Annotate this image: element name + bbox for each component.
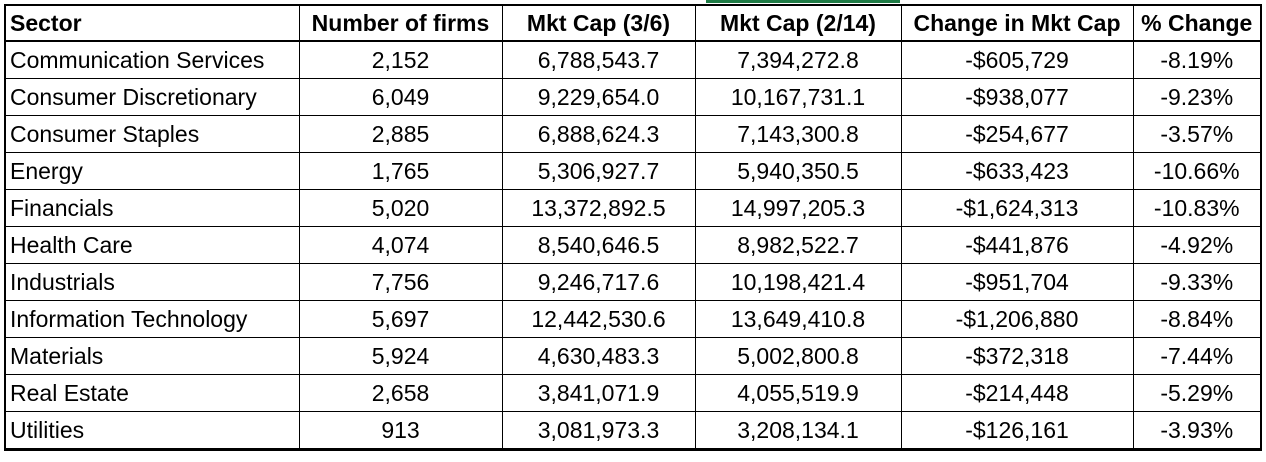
cell-sector[interactable]: Health Care	[4, 226, 300, 264]
cell-sector[interactable]: Information Technology	[4, 300, 300, 338]
cell-change-in-mkt-cap[interactable]: -$633,423	[900, 152, 1134, 190]
cell-mkt-cap-2-14[interactable]: 7,143,300.8	[694, 115, 902, 153]
table-body: Communication Services 2,152 6,788,543.7 7,…	[4, 40, 1262, 451]
header-change-in-mkt-cap[interactable]: Change in Mkt Cap	[900, 4, 1134, 42]
table-row: Health Care 4,074 8,540,646.5 8,982,522.7 -$…	[4, 226, 1262, 264]
cell-sector[interactable]: Consumer Discretionary	[4, 78, 300, 116]
cell-change-in-mkt-cap[interactable]: -$605,729	[900, 40, 1134, 79]
cell-mkt-cap-3-6[interactable]: 9,229,654.0	[501, 78, 696, 116]
cell-mkt-cap-2-14[interactable]: 13,649,410.8	[694, 300, 902, 338]
cell-mkt-cap-3-6[interactable]: 3,841,071.9	[501, 374, 696, 412]
cell-mkt-cap-3-6[interactable]: 9,246,717.6	[501, 263, 696, 301]
cell-mkt-cap-3-6[interactable]: 6,888,624.3	[501, 115, 696, 153]
table-row: Consumer Discretionary 6,049 9,229,654.0 10…	[4, 78, 1262, 116]
cell-number-of-firms[interactable]: 913	[298, 411, 503, 451]
cell-number-of-firms[interactable]: 5,020	[298, 189, 503, 227]
header-number-of-firms[interactable]: Number of firms	[298, 4, 503, 42]
cell-change-in-mkt-cap[interactable]: -$938,077	[900, 78, 1134, 116]
cell-percent-change[interactable]: -3.57%	[1132, 115, 1262, 153]
cell-mkt-cap-2-14[interactable]: 10,198,421.4	[694, 263, 902, 301]
cell-mkt-cap-2-14[interactable]: 5,002,800.8	[694, 337, 902, 375]
cell-change-in-mkt-cap[interactable]: -$951,704	[900, 263, 1134, 301]
cell-change-in-mkt-cap[interactable]: -$372,318	[900, 337, 1134, 375]
cell-number-of-firms[interactable]: 5,697	[298, 300, 503, 338]
cell-number-of-firms[interactable]: 1,765	[298, 152, 503, 190]
cell-mkt-cap-3-6[interactable]: 6,788,543.7	[501, 40, 696, 79]
cell-mkt-cap-2-14[interactable]: 10,167,731.1	[694, 78, 902, 116]
cell-number-of-firms[interactable]: 2,658	[298, 374, 503, 412]
cell-change-in-mkt-cap[interactable]: -$1,624,313	[900, 189, 1134, 227]
header-mkt-cap-3-6[interactable]: Mkt Cap (3/6)	[501, 4, 696, 42]
cell-change-in-mkt-cap[interactable]: -$1,206,880	[900, 300, 1134, 338]
cell-mkt-cap-3-6[interactable]: 8,540,646.5	[501, 226, 696, 264]
table-row: Financials 5,020 13,372,892.5 14,997,205.3-…	[4, 189, 1262, 227]
cell-change-in-mkt-cap[interactable]: -$254,677	[900, 115, 1134, 153]
header-sector[interactable]: Sector	[4, 4, 300, 42]
cell-percent-change[interactable]: -9.33%	[1132, 263, 1262, 301]
table-row: Energy 1,765 5,306,927.7 5,940,350.5 -$633,4…	[4, 152, 1262, 190]
cell-sector[interactable]: Materials	[4, 337, 300, 375]
cell-sector[interactable]: Utilities	[4, 411, 300, 451]
sector-market-cap-table: Sector Number of firms Mkt Cap (3/6) Mkt…	[4, 4, 1262, 451]
cell-number-of-firms[interactable]: 2,885	[298, 115, 503, 153]
cell-sector[interactable]: Communication Services	[4, 40, 300, 79]
cell-change-in-mkt-cap[interactable]: -$214,448	[900, 374, 1134, 412]
cell-change-in-mkt-cap[interactable]: -$126,161	[900, 411, 1134, 451]
cell-mkt-cap-2-14[interactable]: 14,997,205.3	[694, 189, 902, 227]
cell-percent-change[interactable]: -8.19%	[1132, 40, 1262, 79]
cell-sector[interactable]: Financials	[4, 189, 300, 227]
table-row: Real Estate 2,658 3,841,071.9 4,055,519.9 -$…	[4, 374, 1262, 412]
cell-sector[interactable]: Energy	[4, 152, 300, 190]
cell-percent-change[interactable]: -9.23%	[1132, 78, 1262, 116]
cell-number-of-firms[interactable]: 4,074	[298, 226, 503, 264]
cell-percent-change[interactable]: -4.92%	[1132, 226, 1262, 264]
table-row: Consumer Staples 2,885 6,888,624.3 7,143,30…	[4, 115, 1262, 153]
cell-percent-change[interactable]: -10.66%	[1132, 152, 1262, 190]
table-row: Industrials 7,756 9,246,717.6 10,198,421.4-…	[4, 263, 1262, 301]
cell-change-in-mkt-cap[interactable]: -$441,876	[900, 226, 1134, 264]
table-row: Information Technology 5,697 12,442,530.6 1…	[4, 300, 1262, 338]
header-row: Sector Number of firms Mkt Cap (3/6) Mkt…	[4, 4, 1262, 42]
cell-mkt-cap-2-14[interactable]: 4,055,519.9	[694, 374, 902, 412]
cell-mkt-cap-3-6[interactable]: 4,630,483.3	[501, 337, 696, 375]
cell-sector[interactable]: Real Estate	[4, 374, 300, 412]
cell-sector[interactable]: Industrials	[4, 263, 300, 301]
cell-number-of-firms[interactable]: 7,756	[298, 263, 503, 301]
cell-mkt-cap-2-14[interactable]: 3,208,134.1	[694, 411, 902, 451]
header-mkt-cap-2-14[interactable]: Mkt Cap (2/14)	[694, 4, 902, 42]
table-row: Utilities 913 3,081,973.3 3,208,134.1 -$126,…	[4, 411, 1262, 451]
cell-mkt-cap-2-14[interactable]: 7,394,272.8	[694, 40, 902, 79]
cell-number-of-firms[interactable]: 5,924	[298, 337, 503, 375]
cell-percent-change[interactable]: -3.93%	[1132, 411, 1262, 451]
table-row: Materials 5,924 4,630,483.3 5,002,800.8 -$37…	[4, 337, 1262, 375]
cell-mkt-cap-3-6[interactable]: 3,081,973.3	[501, 411, 696, 451]
cell-percent-change[interactable]: -8.84%	[1132, 300, 1262, 338]
cell-mkt-cap-2-14[interactable]: 5,940,350.5	[694, 152, 902, 190]
header-percent-change[interactable]: % Change	[1132, 4, 1262, 42]
selected-cell-indicator	[706, 0, 900, 3]
table-row: Communication Services 2,152 6,788,543.7 7,…	[4, 40, 1262, 79]
cell-percent-change[interactable]: -7.44%	[1132, 337, 1262, 375]
cell-percent-change[interactable]: -5.29%	[1132, 374, 1262, 412]
cell-mkt-cap-2-14[interactable]: 8,982,522.7	[694, 226, 902, 264]
cell-number-of-firms[interactable]: 2,152	[298, 40, 503, 79]
cell-mkt-cap-3-6[interactable]: 5,306,927.7	[501, 152, 696, 190]
cell-mkt-cap-3-6[interactable]: 13,372,892.5	[501, 189, 696, 227]
cell-number-of-firms[interactable]: 6,049	[298, 78, 503, 116]
cell-percent-change[interactable]: -10.83%	[1132, 189, 1262, 227]
cell-mkt-cap-3-6[interactable]: 12,442,530.6	[501, 300, 696, 338]
cell-sector[interactable]: Consumer Staples	[4, 115, 300, 153]
